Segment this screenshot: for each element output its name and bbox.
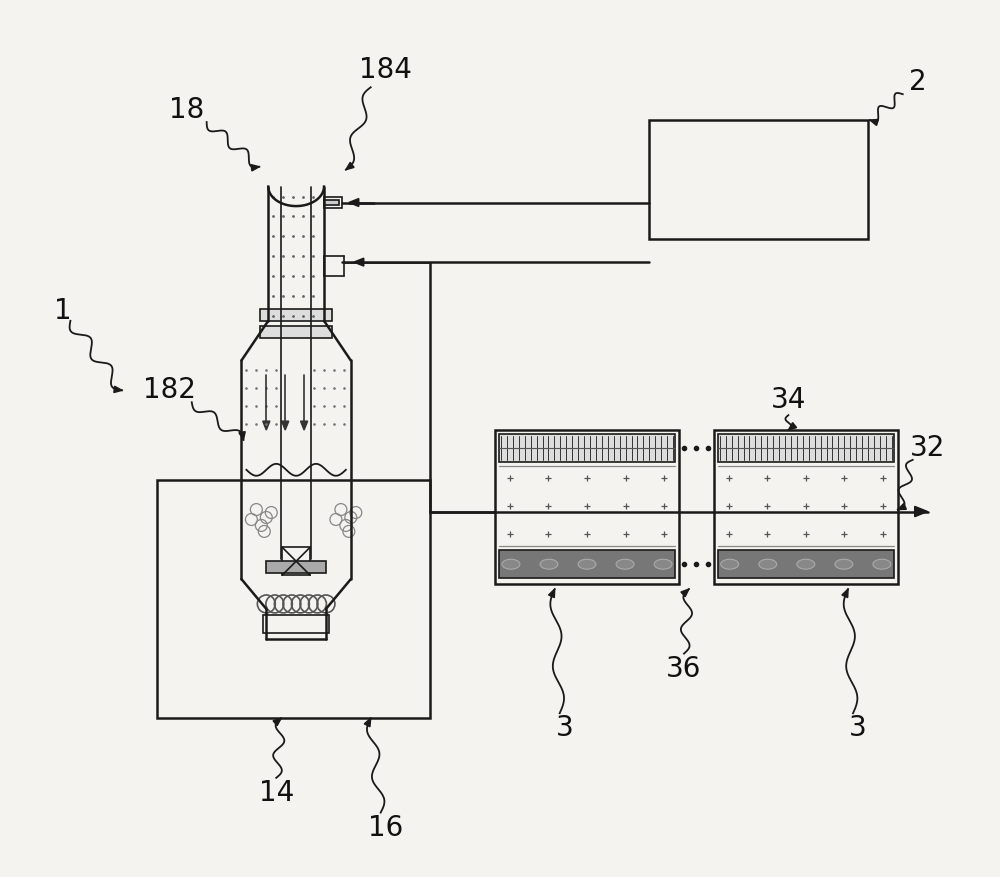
Bar [324, 200, 339, 205]
Polygon shape [681, 589, 689, 596]
Polygon shape [346, 162, 354, 170]
Ellipse shape [721, 560, 739, 569]
Bar [499, 434, 675, 462]
Bar [263, 615, 329, 633]
Polygon shape [354, 258, 364, 266]
Text: 1: 1 [54, 296, 71, 324]
Bar [266, 561, 326, 574]
Text: 16: 16 [368, 814, 403, 842]
Text: 2: 2 [909, 68, 926, 96]
Ellipse shape [873, 560, 891, 569]
Text: 36: 36 [666, 654, 702, 682]
Polygon shape [273, 718, 281, 725]
Polygon shape [870, 119, 878, 125]
Polygon shape [915, 506, 928, 517]
Text: 184: 184 [359, 56, 412, 84]
Polygon shape [239, 431, 245, 440]
Bar [718, 550, 894, 578]
Bar [495, 430, 679, 584]
Polygon shape [898, 503, 906, 510]
Bar [260, 309, 332, 321]
Ellipse shape [654, 560, 672, 569]
Bar [157, 480, 430, 718]
Text: 18: 18 [169, 96, 204, 124]
Polygon shape [251, 165, 259, 171]
Bar [714, 430, 898, 584]
Polygon shape [263, 421, 270, 430]
Bar [260, 325, 332, 338]
Text: 3: 3 [556, 714, 574, 742]
Ellipse shape [835, 560, 853, 569]
Polygon shape [301, 421, 308, 430]
Polygon shape [842, 589, 848, 597]
Text: 3: 3 [849, 714, 867, 742]
Bar [499, 550, 675, 578]
Text: 32: 32 [910, 434, 945, 462]
Ellipse shape [502, 560, 520, 569]
Polygon shape [549, 589, 555, 597]
Polygon shape [114, 386, 122, 393]
Bar [649, 120, 868, 239]
Polygon shape [788, 423, 797, 430]
Ellipse shape [759, 560, 777, 569]
Text: 14: 14 [259, 779, 294, 807]
Text: 34: 34 [771, 386, 806, 414]
Ellipse shape [578, 560, 596, 569]
Polygon shape [364, 718, 371, 727]
Bar [324, 196, 342, 209]
Polygon shape [282, 421, 289, 430]
Polygon shape [349, 198, 359, 206]
Ellipse shape [797, 560, 815, 569]
Bar [718, 434, 894, 462]
Text: 182: 182 [143, 376, 196, 404]
Ellipse shape [540, 560, 558, 569]
Ellipse shape [616, 560, 634, 569]
Bar [282, 547, 310, 575]
